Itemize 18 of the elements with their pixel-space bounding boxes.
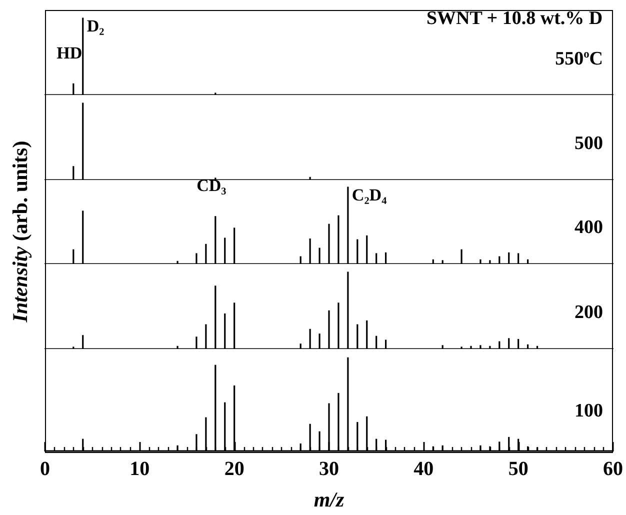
annotation: 100 [574, 400, 603, 422]
annotation: 500 [574, 132, 603, 154]
x-tick-label: 10 [130, 458, 150, 480]
annotation: SWNT + 10.8 wt.% D [426, 8, 603, 29]
annotation: 200 [574, 302, 603, 323]
x-tick-label: 20 [224, 458, 244, 480]
annotation: C₂D₄ [352, 186, 387, 205]
annotation: HD [56, 43, 82, 62]
x-tick-label: 50 [508, 458, 528, 480]
annotation: 400 [574, 217, 603, 238]
x-tick-label: 30 [319, 458, 339, 480]
x-tick-label: 0 [40, 458, 50, 480]
y-axis-title: Intensity (arb. units) [8, 140, 33, 322]
x-axis-title: m/z [314, 488, 345, 512]
annotation: CD₃ [196, 176, 226, 196]
x-tick-label: 40 [414, 458, 434, 480]
x-tick-label: 60 [603, 458, 623, 480]
annotation: D₂ [86, 16, 104, 36]
